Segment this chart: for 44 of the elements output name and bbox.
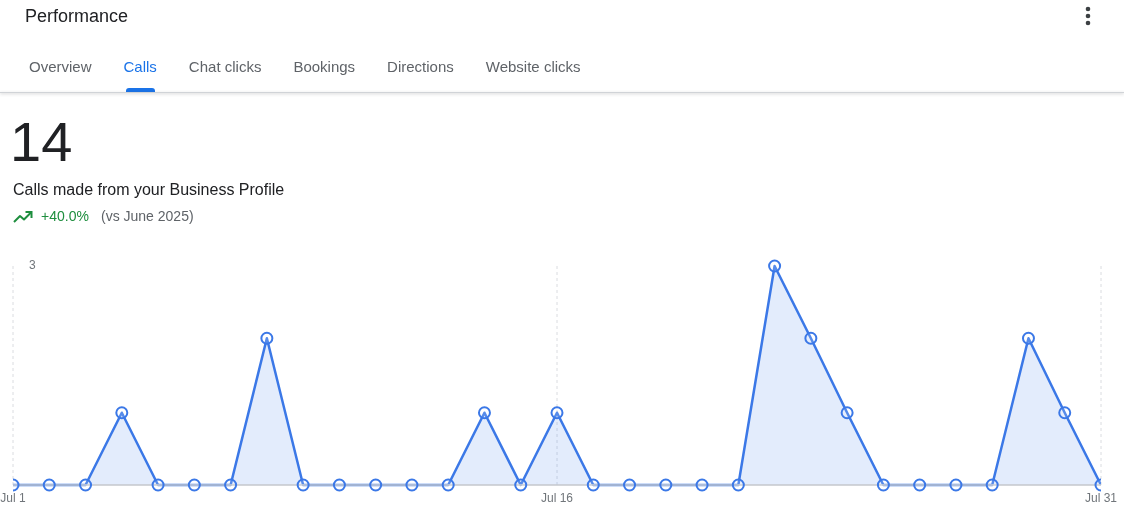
point (623, 478, 637, 492)
text: Chat clicks (188, 58, 262, 75)
text: Website clicks (485, 58, 581, 75)
point (405, 478, 419, 492)
point (840, 406, 854, 420)
point (332, 478, 346, 492)
text: 14 (10, 110, 73, 173)
point (1021, 331, 1035, 345)
text: Calls (123, 58, 157, 75)
point (804, 331, 818, 345)
point (876, 478, 890, 492)
text: Bookings (293, 58, 356, 75)
chart-subtitle: Calls made from your Business Profile (13, 181, 285, 198)
point (1058, 406, 1072, 420)
text: Directions (387, 58, 454, 75)
point (477, 406, 491, 420)
point (695, 478, 709, 492)
point (369, 478, 383, 492)
point (550, 406, 564, 420)
point (187, 478, 201, 492)
annotation: 3 (29, 258, 36, 272)
point (949, 478, 963, 492)
point (586, 478, 600, 492)
text: +40.0% (41, 208, 89, 224)
point (731, 478, 745, 492)
point (151, 478, 165, 492)
x-tick-label: Jul 1 (0, 490, 26, 505)
point (659, 478, 673, 492)
point (224, 478, 238, 492)
point (441, 478, 455, 492)
point (296, 478, 310, 492)
point (42, 478, 56, 492)
point (115, 406, 129, 420)
x-tick-label: Jul 16 (540, 490, 574, 505)
point (514, 478, 528, 492)
x-tick-label: Jul 31 (1084, 490, 1118, 505)
point (260, 331, 274, 345)
point (985, 478, 999, 492)
chart-title: Performance (25, 6, 129, 26)
text: (vs June 2025) (101, 208, 194, 224)
point (913, 478, 927, 492)
point (79, 478, 93, 492)
point (768, 259, 782, 273)
text: Overview (29, 58, 92, 75)
